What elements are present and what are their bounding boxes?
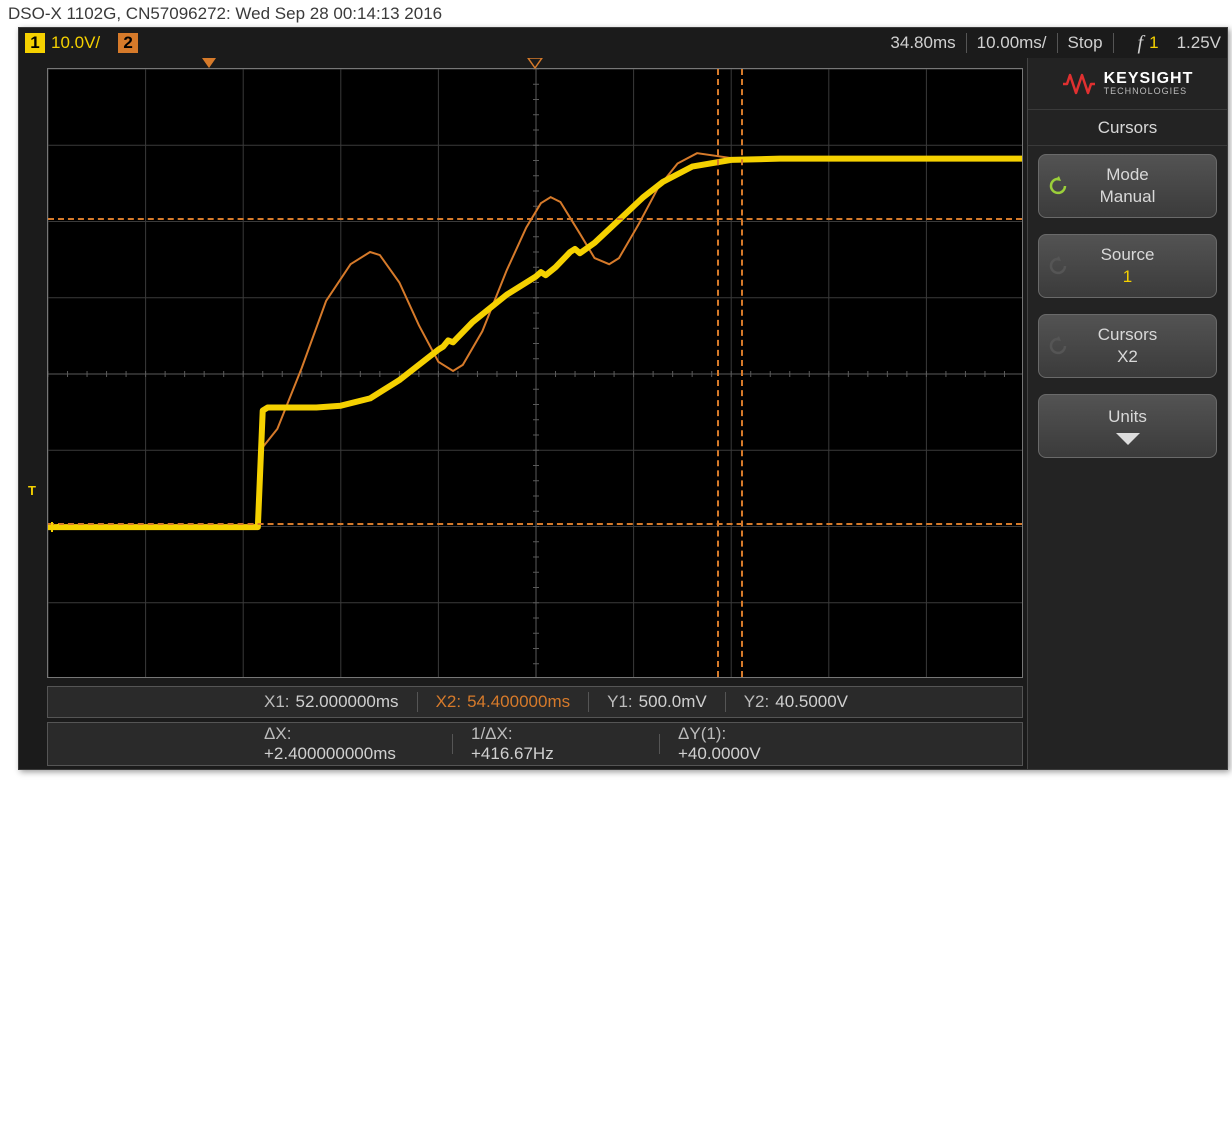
waveform-graticule[interactable]: T bbox=[47, 68, 1023, 678]
trigger-level[interactable]: 1.25V bbox=[1177, 33, 1221, 53]
softkey-units[interactable]: Units bbox=[1038, 394, 1217, 458]
x2-value: 54.400000ms bbox=[467, 692, 570, 712]
rotary-icon bbox=[1049, 256, 1069, 276]
keysight-logo: KEYSIGHT TECHNOLOGIES bbox=[1028, 58, 1227, 110]
softkey-value: 1 bbox=[1123, 267, 1132, 287]
dx-label: ΔX: bbox=[264, 724, 291, 744]
timebase[interactable]: 10.00ms/ bbox=[977, 33, 1047, 53]
cursor-readout-row-1: X1: 52.000000ms X2: 54.400000ms Y1: 500.… bbox=[47, 686, 1023, 718]
softkey-label: Units bbox=[1108, 407, 1147, 427]
trigger-edge-icon: f bbox=[1138, 32, 1144, 55]
y1-value: 500.0mV bbox=[639, 692, 707, 712]
expand-arrow-icon bbox=[1116, 433, 1140, 445]
time-offset[interactable]: 34.80ms bbox=[890, 33, 955, 53]
inv-dx-label: 1/ΔX: bbox=[471, 724, 513, 744]
brand-name: KEYSIGHT bbox=[1104, 71, 1194, 87]
softkey-value: Manual bbox=[1100, 187, 1156, 207]
capture-header: DSO-X 1102G, CN57096272: Wed Sep 28 00:1… bbox=[0, 0, 1232, 27]
y2-value: 40.5000V bbox=[775, 692, 848, 712]
softkey-value: X2 bbox=[1117, 347, 1138, 367]
run-state[interactable]: Stop bbox=[1068, 33, 1103, 53]
brand-tagline: TECHNOLOGIES bbox=[1104, 87, 1194, 96]
dy-label: ΔY(1): bbox=[678, 724, 726, 744]
x1-label: X1: bbox=[264, 692, 290, 712]
channel-1-badge: 1 bbox=[25, 33, 45, 53]
softkey-source[interactable]: Source 1 bbox=[1038, 234, 1217, 298]
rotary-icon bbox=[1049, 176, 1069, 196]
menu-title: Cursors bbox=[1028, 110, 1227, 146]
ground-marker-icon bbox=[48, 520, 1022, 1128]
x1-value: 52.000000ms bbox=[296, 692, 399, 712]
keysight-wave-icon bbox=[1062, 72, 1096, 96]
dy-value: +40.0000V bbox=[678, 744, 761, 764]
inv-dx-value: +416.67Hz bbox=[471, 744, 554, 764]
channel-2-badge: 2 bbox=[118, 33, 138, 53]
oscilloscope-screen: 1 10.0V/ 2 34.80ms 10.00ms/ Stop f 1 1.2… bbox=[18, 27, 1228, 770]
x2-label: X2: bbox=[436, 692, 462, 712]
time-reference-markers bbox=[47, 58, 1023, 70]
cursor-readout-row-2: ΔX: +2.400000000ms 1/ΔX: +416.67Hz ΔY(1)… bbox=[47, 722, 1023, 766]
softkey-mode[interactable]: Mode Manual bbox=[1038, 154, 1217, 218]
softkey-label: Mode bbox=[1106, 165, 1149, 185]
channel-1-vdiv: 10.0V/ bbox=[51, 33, 100, 53]
trigger-level-marker: T bbox=[28, 483, 36, 498]
dx-value: +2.400000000ms bbox=[264, 744, 396, 764]
top-status-bar: 1 10.0V/ 2 34.80ms 10.00ms/ Stop f 1 1.2… bbox=[19, 28, 1227, 58]
channel-1-scale[interactable]: 1 10.0V/ bbox=[25, 33, 100, 53]
softkey-label: Source bbox=[1101, 245, 1155, 265]
cursor-y2[interactable] bbox=[48, 218, 1022, 220]
y2-label: Y2: bbox=[744, 692, 770, 712]
channel-2-scale[interactable]: 2 bbox=[118, 33, 138, 53]
rotary-icon bbox=[1049, 336, 1069, 356]
trigger-source[interactable]: 1 bbox=[1149, 33, 1158, 53]
softkey-label: Cursors bbox=[1098, 325, 1158, 345]
y1-label: Y1: bbox=[607, 692, 633, 712]
softkey-cursors[interactable]: Cursors X2 bbox=[1038, 314, 1217, 378]
side-panel: KEYSIGHT TECHNOLOGIES Cursors Mode Manua… bbox=[1027, 58, 1227, 769]
